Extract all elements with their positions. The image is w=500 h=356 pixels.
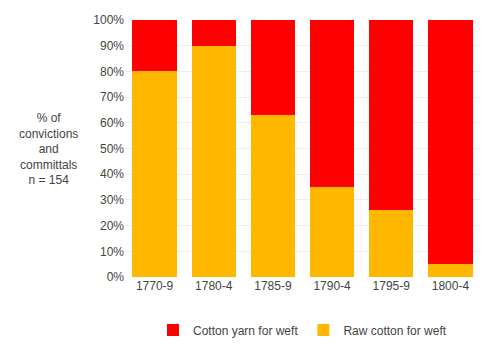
- svg-text:80%: 80%: [100, 65, 124, 79]
- svg-text:60%: 60%: [100, 116, 124, 130]
- svg-text:1790-4: 1790-4: [313, 279, 351, 293]
- svg-text:10%: 10%: [100, 245, 124, 259]
- svg-text:1770-9: 1770-9: [136, 279, 174, 293]
- svg-text:70%: 70%: [100, 90, 124, 104]
- svg-text:0%: 0%: [107, 270, 125, 284]
- svg-text:1800-4: 1800-4: [432, 279, 470, 293]
- svg-text:90%: 90%: [100, 39, 124, 53]
- svg-text:Raw cotton for weft: Raw cotton for weft: [343, 324, 446, 338]
- svg-text:40%: 40%: [100, 167, 124, 181]
- svg-text:100%: 100%: [93, 13, 124, 27]
- svg-text:1780-4: 1780-4: [195, 279, 233, 293]
- svg-text:30%: 30%: [100, 193, 124, 207]
- svg-text:1785-9: 1785-9: [254, 279, 292, 293]
- svg-text:50%: 50%: [100, 142, 124, 156]
- svg-text:20%: 20%: [100, 219, 124, 233]
- svg-text:Cotton yarn for weft: Cotton yarn for weft: [193, 324, 298, 338]
- svg-text:1795-9: 1795-9: [373, 279, 411, 293]
- svg-text:% ofconvictionsandcommittalsn: % ofconvictionsandcommittalsn = 154: [19, 111, 78, 187]
